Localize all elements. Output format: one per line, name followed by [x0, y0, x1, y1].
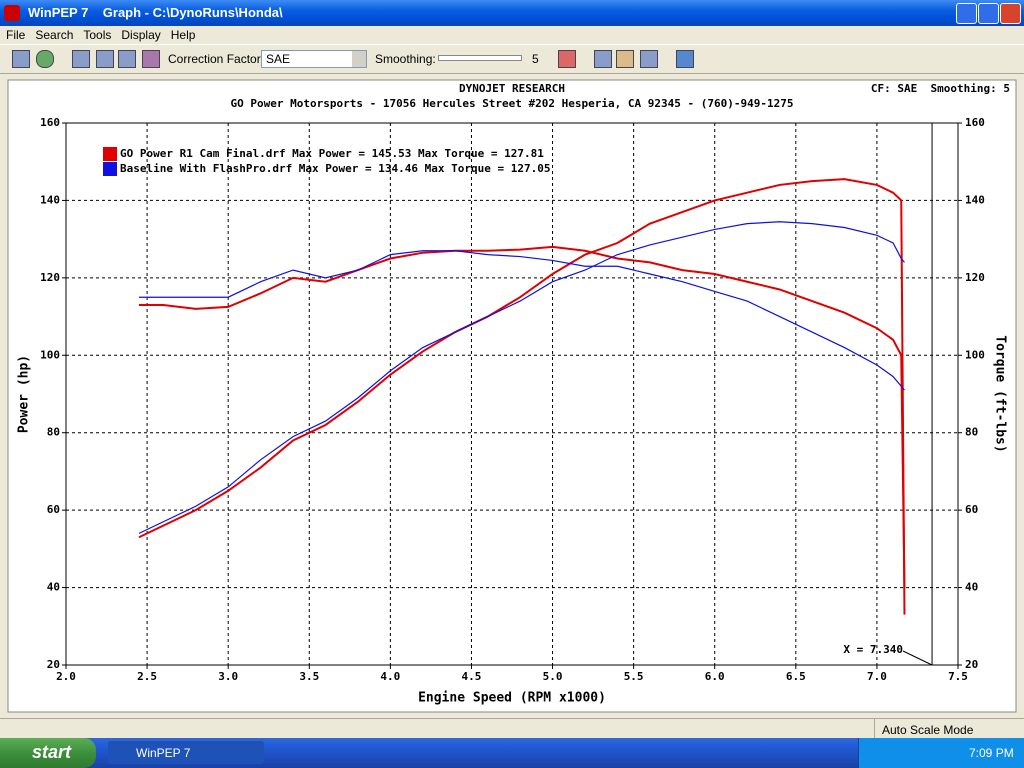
- y-tick-label: 100: [40, 348, 60, 361]
- task-button[interactable]: WinPEP 7: [108, 741, 264, 764]
- y-tick-label: 80: [47, 426, 60, 439]
- y-tick-label: 140: [40, 193, 60, 206]
- y2-tick-label: 80: [965, 426, 978, 439]
- smoothing-label: Smoothing:: [375, 52, 436, 66]
- cursor-pointer: [902, 650, 933, 666]
- y-tick-label: 40: [47, 581, 60, 594]
- x-tick-label: 5.5: [624, 670, 644, 683]
- tool-button[interactable]: [616, 50, 634, 68]
- legend-label: GO Power R1 Cam Final.drf Max Power = 14…: [120, 147, 544, 160]
- x-tick-label: 7.5: [948, 670, 968, 683]
- tool-button[interactable]: [142, 50, 160, 68]
- y2-tick-label: 40: [965, 581, 978, 594]
- chart-info: CF: SAE Smoothing: 5: [871, 82, 1010, 95]
- tool-button[interactable]: [72, 50, 90, 68]
- smoothing-slider[interactable]: [438, 55, 522, 61]
- tray: 7:09 PM: [858, 738, 1024, 768]
- tool-button[interactable]: [118, 50, 136, 68]
- y2-tick-label: 100: [965, 348, 985, 361]
- tool-button[interactable]: [36, 50, 54, 68]
- menu-item[interactable]: File: [6, 28, 26, 42]
- chart-heading: DYNOJET RESEARCH: [459, 82, 565, 95]
- x-tick-label: 3.5: [299, 670, 319, 683]
- y2-tick-label: 160: [965, 116, 985, 129]
- correction-value: SAE: [266, 52, 291, 66]
- x-axis-label: Engine Speed (RPM x1000): [418, 691, 606, 706]
- minimize-button[interactable]: [956, 3, 977, 24]
- chart: DYNOJET RESEARCH GO Power Motorsports - …: [7, 79, 1017, 713]
- menu-bar: File Search Tools Display Help: [0, 26, 1024, 44]
- start-label: start: [32, 742, 72, 762]
- menu-item[interactable]: Help: [170, 28, 196, 42]
- cursor-label: X = 7.340: [843, 643, 903, 656]
- y-axis-label: Power (hp): [17, 355, 32, 433]
- tool-button[interactable]: [640, 50, 658, 68]
- x-tick-label: 4.0: [380, 670, 400, 683]
- x-tick-label: 6.5: [786, 670, 806, 683]
- legend-swatch: [103, 147, 117, 161]
- taskbar: start WinPEP 7 7:09 PM: [0, 738, 1024, 768]
- x-tick-label: 2.5: [137, 670, 157, 683]
- x-tick-label: 4.5: [462, 670, 482, 683]
- task-label: WinPEP 7: [136, 746, 191, 760]
- tool-button[interactable]: [12, 50, 30, 68]
- legend-swatch: [103, 162, 117, 176]
- correction-label: Correction Factor:: [168, 52, 265, 66]
- y2-axis-label: Torque (ft-lbs): [993, 335, 1008, 452]
- tool-button[interactable]: [96, 50, 114, 68]
- status-text: Auto Scale Mode: [882, 723, 974, 737]
- chart-subtitle: GO Power Motorsports - 17056 Hercules St…: [231, 97, 794, 110]
- title-bar: WinPEP 7 Graph - C:\DynoRuns\Honda\: [0, 0, 1024, 26]
- menu-item[interactable]: Tools: [83, 28, 112, 42]
- y-tick-label: 160: [40, 116, 60, 129]
- smoothing-value: 5: [532, 52, 539, 66]
- menu-item[interactable]: Search: [35, 28, 74, 42]
- y-tick-label: 60: [47, 503, 60, 516]
- window-title: WinPEP 7 Graph - C:\DynoRuns\Honda\: [28, 5, 283, 20]
- close-button[interactable]: [1000, 3, 1021, 24]
- torque-line: [138, 245, 906, 588]
- menu-item[interactable]: Display: [121, 28, 161, 42]
- y2-tick-label: 120: [965, 271, 985, 284]
- y2-tick-label: 20: [965, 658, 978, 671]
- chart-panel: [7, 79, 1017, 713]
- x-tick-label: 5.0: [543, 670, 563, 683]
- y-tick-label: 20: [47, 658, 60, 671]
- plot-frame: [65, 122, 959, 666]
- start-button[interactable]: start: [0, 738, 96, 768]
- status-bar: Auto Scale Mode: [0, 718, 1024, 739]
- y2-tick-label: 140: [965, 193, 985, 206]
- tool-button[interactable]: [558, 50, 576, 68]
- power-line: [138, 221, 905, 534]
- clock: 7:09 PM: [969, 746, 1014, 760]
- y-tick-label: 120: [40, 271, 60, 284]
- power-line: [138, 178, 906, 615]
- x-tick-label: 2.0: [56, 670, 76, 683]
- x-tick-label: 7.0: [867, 670, 887, 683]
- app-icon: [4, 5, 20, 21]
- legend-label: Baseline With FlashPro.drf Max Power = 1…: [120, 162, 550, 175]
- x-tick-label: 3.0: [218, 670, 238, 683]
- correction-select[interactable]: SAE: [261, 50, 367, 68]
- dropdown-arrow[interactable]: [352, 51, 366, 67]
- x-tick-label: 6.0: [705, 670, 725, 683]
- y2-tick-label: 60: [965, 503, 978, 516]
- restore-button[interactable]: [978, 3, 999, 24]
- tool-button[interactable]: [594, 50, 612, 68]
- torque-line: [138, 250, 905, 391]
- toolbar: Correction Factor: SAE Smoothing: 5: [0, 44, 1024, 74]
- tool-button[interactable]: [676, 50, 694, 68]
